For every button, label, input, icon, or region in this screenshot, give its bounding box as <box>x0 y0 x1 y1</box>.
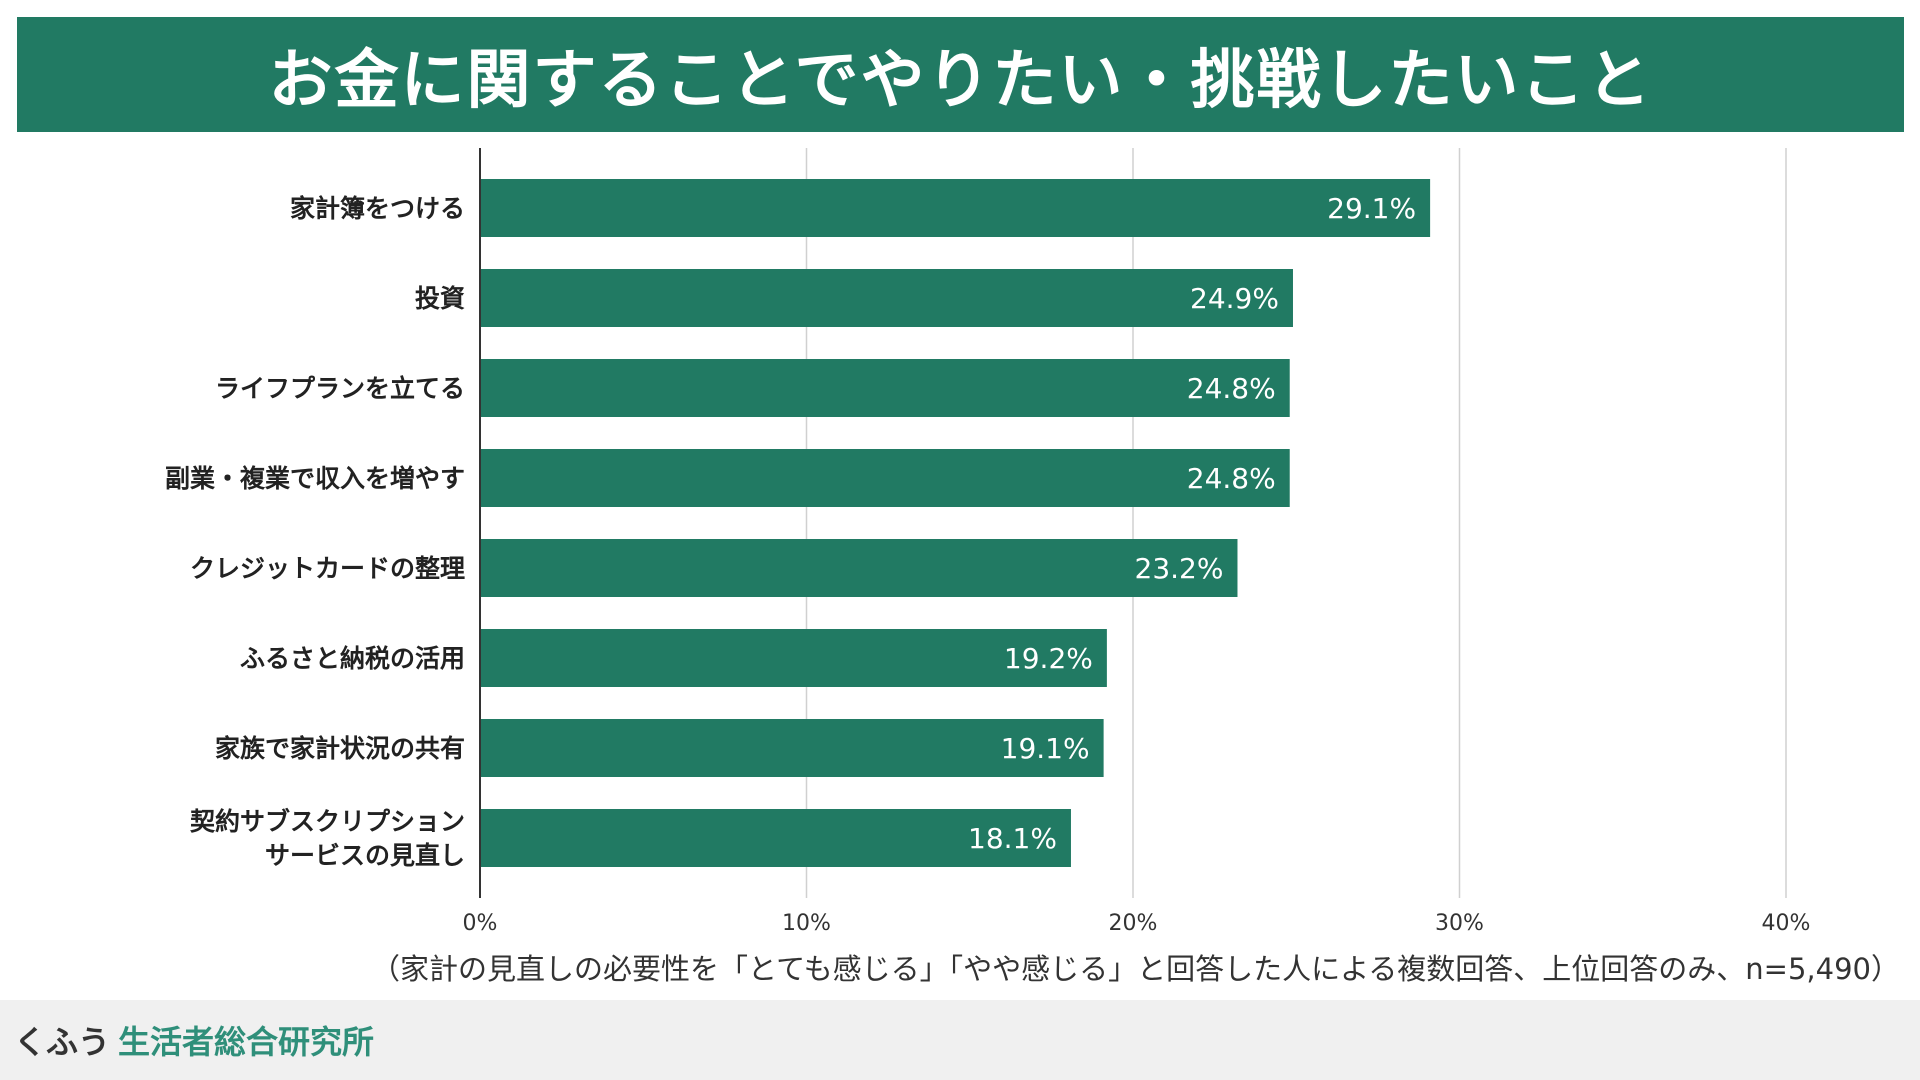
bar <box>480 809 1071 867</box>
data-label: 24.9% <box>1190 282 1279 315</box>
x-tick-label: 30% <box>1435 911 1484 936</box>
data-label: 24.8% <box>1187 372 1276 405</box>
category-label: 契約サブスクリプション <box>190 807 465 836</box>
chart-title: お金に関することでやりたい・挑戦したいこと <box>268 43 1653 118</box>
data-label: 18.1% <box>968 822 1057 855</box>
bar <box>480 539 1238 597</box>
brand-name: 生活者総合研究所 <box>118 1023 375 1061</box>
category-label: 投資 <box>415 284 465 313</box>
data-label: 29.1% <box>1327 192 1416 225</box>
title-banner: お金に関することでやりたい・挑戦したいこと <box>17 17 1904 132</box>
bar <box>480 269 1293 327</box>
x-tick-label: 10% <box>782 911 831 936</box>
category-label: ふるさと納税の活用 <box>240 644 465 673</box>
footer-bar: くふう 生活者総合研究所 <box>0 1000 1920 1080</box>
data-label: 19.1% <box>1001 732 1090 765</box>
x-tick-label: 0% <box>463 911 498 936</box>
category-label: 家族で家計状況の共有 <box>215 734 465 763</box>
bar <box>480 359 1290 417</box>
bar-chart: 0% 10% 20% 30% 40% 29.1% 家計簿をつける 24.9% 投資 24.8% ライ… <box>165 148 1811 936</box>
x-tick-label: 40% <box>1762 911 1811 936</box>
data-label: 24.8% <box>1187 462 1276 495</box>
category-label: ライフプランを立てる <box>215 374 465 403</box>
category-label: クレジットカードの整理 <box>190 554 465 583</box>
bar <box>480 449 1290 507</box>
bar <box>480 719 1104 777</box>
category-label: サービスの見直し <box>265 841 465 870</box>
bar <box>480 179 1431 237</box>
brand-prefix: くふう <box>14 1023 111 1061</box>
footnote: （家計の見直しの必要性を「とても感じる」「やや感じる」と回答した人による複数回答… <box>370 952 1900 986</box>
brand-logo: くふう 生活者総合研究所 <box>14 1017 374 1063</box>
bar <box>480 629 1107 687</box>
category-label: 副業・複業で収入を増やす <box>165 464 465 493</box>
category-label: 家計簿をつける <box>290 194 465 223</box>
x-tick-label: 20% <box>1109 911 1158 936</box>
data-label: 19.2% <box>1004 642 1093 675</box>
data-label: 23.2% <box>1135 552 1224 585</box>
